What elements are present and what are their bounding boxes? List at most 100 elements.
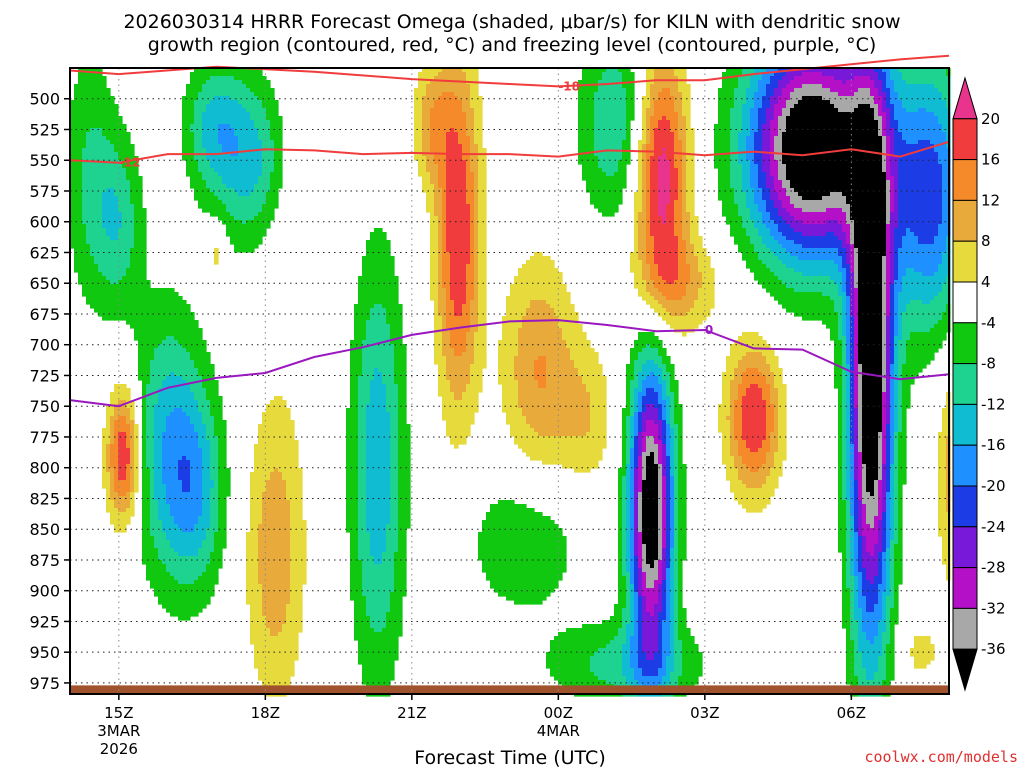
- omega-cell: [218, 200, 223, 205]
- omega-cell: [226, 144, 231, 149]
- omega-cell: [78, 108, 83, 113]
- omega-cell: [218, 184, 223, 189]
- omega-cell: [78, 212, 83, 217]
- omega-cell: [222, 72, 227, 77]
- omega-cell: [590, 164, 595, 169]
- omega-cell: [910, 120, 915, 125]
- omega-cell: [610, 140, 615, 145]
- omega-cell: [98, 152, 103, 157]
- omega-cell: [646, 176, 651, 181]
- omega-cell: [70, 184, 75, 189]
- omega-cell: [942, 164, 947, 169]
- omega-cell: [474, 96, 479, 101]
- omega-cell: [258, 204, 263, 209]
- omega-cell: [758, 128, 763, 133]
- omega-cell: [826, 112, 831, 117]
- omega-cell: [614, 140, 619, 145]
- omega-cell: [270, 160, 275, 165]
- omega-cell: [782, 128, 787, 133]
- omega-cell: [266, 188, 271, 193]
- omega-cell: [454, 160, 459, 165]
- omega-cell: [810, 160, 815, 165]
- omega-cell: [122, 180, 127, 185]
- omega-cell: [806, 68, 811, 73]
- omega-cell: [782, 160, 787, 165]
- omega-cell: [886, 92, 891, 97]
- omega-cell: [858, 120, 863, 125]
- omega-cell: [894, 180, 899, 185]
- omega-cell: [850, 88, 855, 93]
- omega-cell: [234, 124, 239, 129]
- omega-cell: [722, 180, 727, 185]
- omega-cell: [654, 184, 659, 189]
- omega-cell: [886, 72, 891, 77]
- omega-cell: [250, 84, 255, 89]
- omega-cell: [618, 120, 623, 125]
- omega-cell: [470, 208, 475, 213]
- omega-cell: [830, 208, 835, 213]
- omega-cell: [738, 204, 743, 209]
- omega-cell: [894, 148, 899, 153]
- omega-cell: [418, 140, 423, 145]
- omega-cell: [686, 212, 691, 217]
- omega-cell: [98, 204, 103, 209]
- omega-cell: [906, 140, 911, 145]
- omega-cell: [754, 96, 759, 101]
- omega-cell: [830, 172, 835, 177]
- omega-cell: [238, 84, 243, 89]
- omega-cell: [902, 72, 907, 77]
- omega-cell: [886, 144, 891, 149]
- omega-cell: [430, 144, 435, 149]
- omega-cell: [466, 160, 471, 165]
- omega-cell: [602, 88, 607, 93]
- omega-cell: [250, 128, 255, 133]
- omega-cell: [658, 132, 663, 137]
- omega-cell: [654, 196, 659, 201]
- omega-cell: [722, 212, 727, 217]
- omega-cell: [210, 92, 215, 97]
- omega-cell: [646, 144, 651, 149]
- omega-cell: [78, 96, 83, 101]
- omega-cell: [586, 152, 591, 157]
- omega-cell: [838, 160, 843, 165]
- omega-cell: [750, 156, 755, 161]
- omega-cell: [278, 176, 283, 181]
- omega-cell: [770, 140, 775, 145]
- omega-cell: [614, 100, 619, 105]
- omega-cell: [466, 176, 471, 181]
- omega-cell: [478, 96, 483, 101]
- omega-cell: [874, 108, 879, 113]
- omega-cell: [466, 124, 471, 129]
- omega-cell: [590, 184, 595, 189]
- omega-cell: [802, 104, 807, 109]
- omega-cell: [890, 104, 895, 109]
- omega-cell: [826, 144, 831, 149]
- omega-cell: [762, 152, 767, 157]
- omega-cell: [238, 200, 243, 205]
- omega-cell: [754, 184, 759, 189]
- omega-cell: [430, 136, 435, 141]
- omega-cell: [830, 132, 835, 137]
- omega-cell: [826, 68, 831, 73]
- omega-cell: [942, 80, 947, 85]
- omega-cell: [746, 156, 751, 161]
- omega-cell: [610, 136, 615, 141]
- omega-cell: [462, 144, 467, 149]
- omega-cell: [614, 196, 619, 201]
- omega-cell: [678, 160, 683, 165]
- omega-cell: [726, 160, 731, 165]
- omega-cell: [198, 180, 203, 185]
- omega-cell: [902, 96, 907, 101]
- omega-cell: [234, 152, 239, 157]
- omega-cell: [102, 140, 107, 145]
- omega-cell: [842, 120, 847, 125]
- omega-cell: [110, 212, 115, 217]
- omega-cell: [86, 200, 91, 205]
- omega-cell: [622, 156, 627, 161]
- omega-cell: [862, 156, 867, 161]
- omega-cell: [882, 196, 887, 201]
- omega-cell: [918, 192, 923, 197]
- omega-cell: [254, 192, 259, 197]
- omega-cell: [682, 96, 687, 101]
- omega-cell: [822, 132, 827, 137]
